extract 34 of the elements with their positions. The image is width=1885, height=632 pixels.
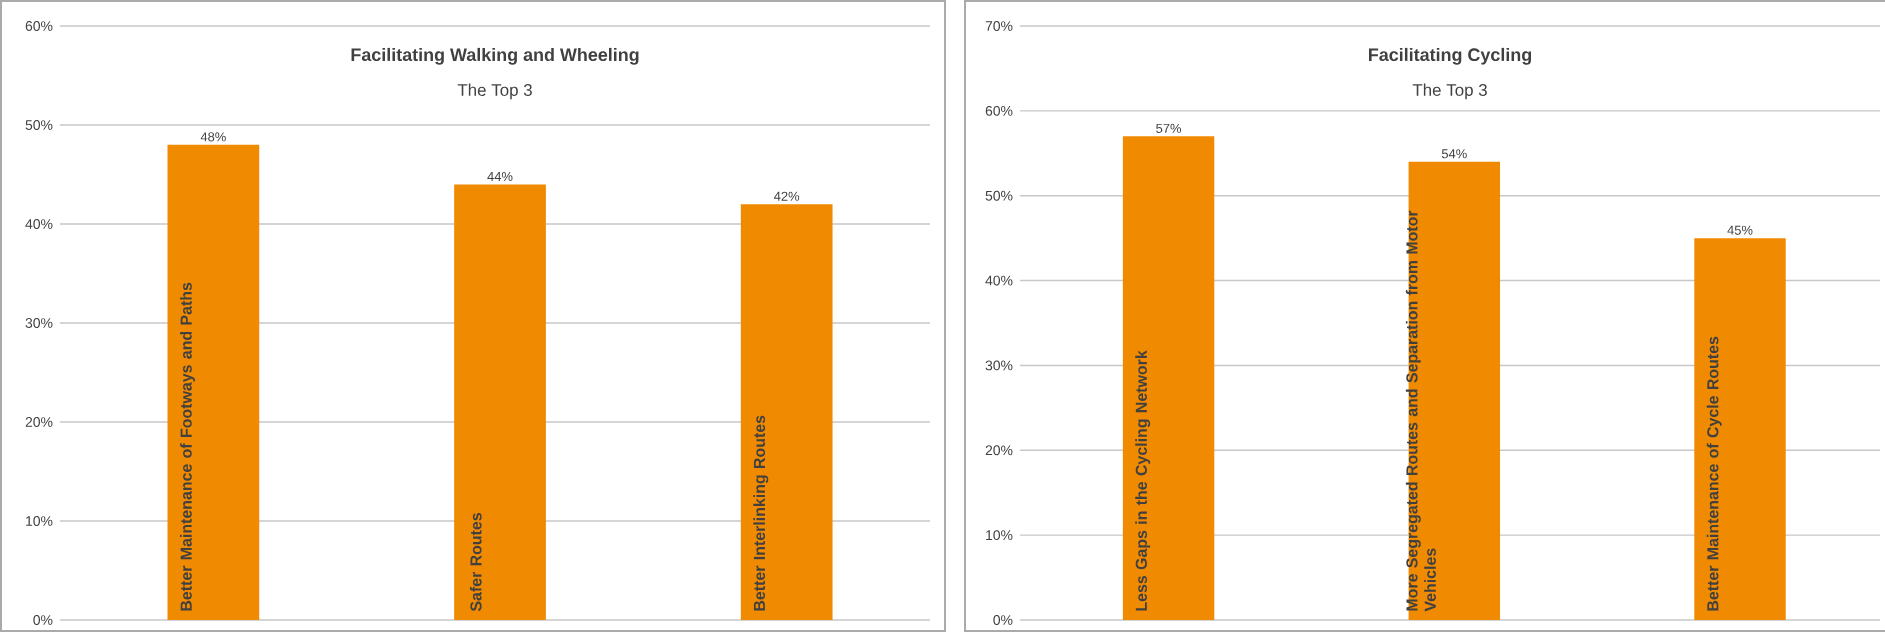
- y-tick-label: 50%: [25, 120, 53, 130]
- bar: [1122, 136, 1215, 620]
- x-tick-label: Better Maintenance of Cycle Routes: [1706, 336, 1722, 611]
- y-tick-label: 10%: [26, 516, 53, 526]
- y-tick-label: 0%: [993, 615, 1013, 625]
- data-label: 45%: [1727, 225, 1753, 235]
- x-tick-label: More Segregated Routes and Separation from Motor Vehicles: [1405, 210, 1436, 612]
- y-tick-label: 10%: [986, 530, 1013, 541]
- data-label: 42%: [774, 191, 800, 201]
- y-tick-label: 20%: [985, 445, 1013, 456]
- y-tick-label: 40%: [985, 275, 1013, 286]
- text: The Top 3: [457, 83, 532, 100]
- y-tick-label: 60%: [985, 105, 1013, 116]
- y-tick-label: 20%: [25, 417, 53, 427]
- y-tick-label: 50%: [985, 190, 1013, 201]
- x-tick-label: Better Maintenance of Footways and Paths: [180, 282, 195, 611]
- bar: [1694, 238, 1786, 620]
- y-tick-label: 70%: [985, 21, 1013, 31]
- data-label: 54%: [1441, 149, 1467, 159]
- text: Facilitating Cycling: [1369, 47, 1532, 65]
- bar: [1408, 161, 1501, 620]
- y-tick-label: 40%: [25, 219, 53, 229]
- x-tick-label: Better Interlinking Routes: [753, 415, 769, 611]
- text: Facilitating Walking and Wheeling: [351, 47, 639, 65]
- y-tick-label: 60%: [25, 21, 53, 31]
- x-tick-label: Safer Routes: [469, 513, 482, 612]
- y-tick-label: 30%: [985, 360, 1013, 371]
- y-tick-label: 0%: [33, 615, 53, 625]
- data-label: 48%: [200, 132, 226, 142]
- data-label: 44%: [487, 171, 513, 181]
- y-tick-label: 30%: [25, 318, 53, 328]
- data-label: 57%: [1156, 123, 1182, 133]
- x-tick-label: Less Gaps in the Cycling Network: [1135, 350, 1151, 611]
- text: The Top 3: [1412, 83, 1487, 100]
